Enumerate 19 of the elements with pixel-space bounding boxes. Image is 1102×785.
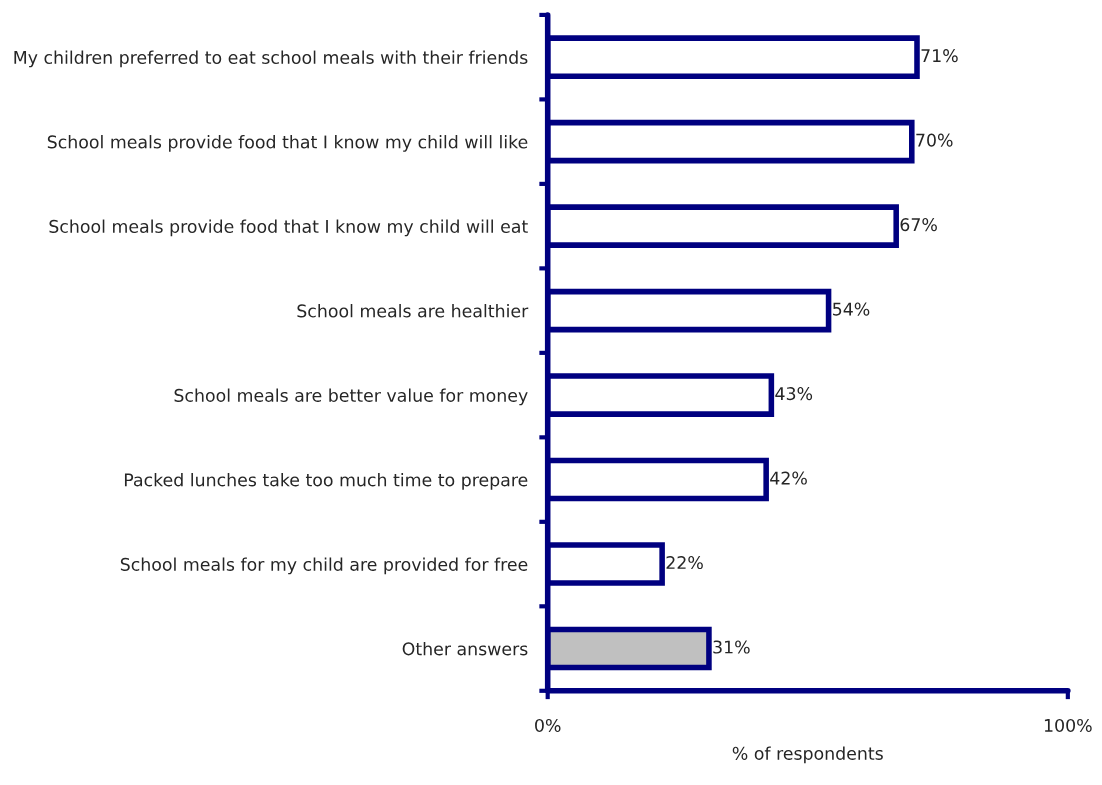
data-label: 42%	[770, 471, 807, 485]
y-tick-label: School meals for my child are provided for free	[120, 557, 528, 575]
y-tick-label: School meals are healthier	[297, 304, 529, 318]
data-label: 71%	[921, 49, 958, 63]
data-label: 43%	[775, 387, 813, 401]
x-tick-label: 100%	[1044, 718, 1092, 733]
data-label: 22%	[666, 555, 703, 570]
y-tick-label: School meals are better value for money	[174, 388, 528, 406]
x-tick-label: 0%	[535, 718, 561, 733]
data-label: 54%	[833, 302, 870, 316]
y-tick-label: My children preferred to eat school meals with their friends	[14, 50, 528, 68]
data-label: 67%	[900, 218, 937, 232]
y-tick-label: School meals provide food that I know my child will like	[47, 135, 528, 152]
data-label: 70%	[916, 133, 953, 147]
y-tick-label: Other answers	[402, 641, 528, 656]
x-axis-title: % of respondents	[732, 746, 883, 764]
y-tick-label: School meals provide food that I know my child will eat	[49, 219, 528, 237]
y-tick-label: Packed lunches take too much time to prepare	[124, 472, 528, 490]
data-label: 31%	[713, 640, 750, 654]
